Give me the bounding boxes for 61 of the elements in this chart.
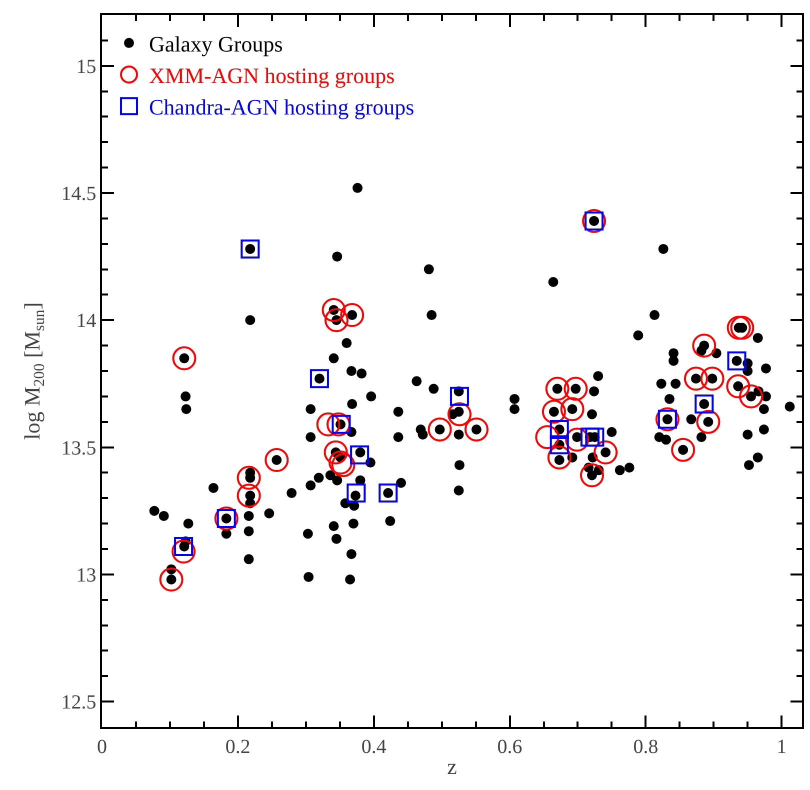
point	[692, 334, 716, 358]
point	[310, 369, 329, 388]
x-tick-label: 0.2	[225, 736, 250, 758]
point	[585, 428, 604, 447]
x-tick-label: 0.4	[361, 736, 386, 758]
point	[564, 376, 588, 401]
x-axis-title: z	[447, 754, 458, 780]
point	[580, 463, 604, 488]
point	[322, 298, 346, 322]
point	[346, 484, 366, 503]
point	[236, 484, 261, 508]
point	[550, 420, 569, 439]
point	[264, 448, 289, 472]
y-tick-label: 13	[76, 564, 96, 586]
point	[172, 346, 196, 370]
point	[240, 239, 260, 258]
point	[447, 402, 472, 426]
point	[560, 397, 584, 422]
legend-label: XMM-AGN hosting groups	[149, 63, 395, 88]
point	[545, 376, 570, 401]
point	[172, 540, 196, 564]
point	[535, 425, 560, 450]
point	[159, 568, 184, 592]
point	[684, 366, 708, 391]
x-tick-label: 0.8	[633, 736, 658, 758]
point	[350, 445, 370, 464]
point	[730, 316, 754, 340]
point	[696, 410, 720, 434]
point	[378, 484, 398, 503]
point	[324, 308, 348, 332]
y-tick-label: 14	[76, 310, 96, 332]
point	[316, 412, 340, 436]
point	[464, 417, 488, 442]
y-tick-label: 13.5	[61, 437, 96, 460]
x-tick-label: 0	[97, 736, 107, 758]
point	[550, 435, 569, 454]
point	[547, 445, 572, 470]
point	[694, 394, 714, 414]
point	[565, 428, 590, 452]
point	[594, 440, 618, 464]
point	[450, 386, 469, 406]
point	[700, 366, 724, 391]
y-tick-label: 12.5	[61, 692, 96, 714]
point	[428, 417, 452, 442]
y-tick-label: 15	[76, 56, 96, 78]
point	[542, 400, 566, 424]
point	[671, 438, 696, 462]
y-tick-label: 14.5	[61, 183, 96, 205]
point	[726, 374, 750, 398]
point	[580, 428, 600, 447]
point	[739, 384, 764, 408]
legend-label: Chandra-AGN hosting groups	[149, 94, 414, 120]
point	[326, 412, 350, 436]
legend-label: Galaxy Groups	[149, 32, 283, 56]
point	[236, 466, 261, 490]
point	[727, 351, 746, 370]
point	[726, 316, 751, 340]
point	[340, 303, 364, 328]
point	[324, 440, 348, 464]
x-tick-label: 1	[776, 736, 787, 758]
x-tick-label: 0.6	[497, 736, 522, 758]
